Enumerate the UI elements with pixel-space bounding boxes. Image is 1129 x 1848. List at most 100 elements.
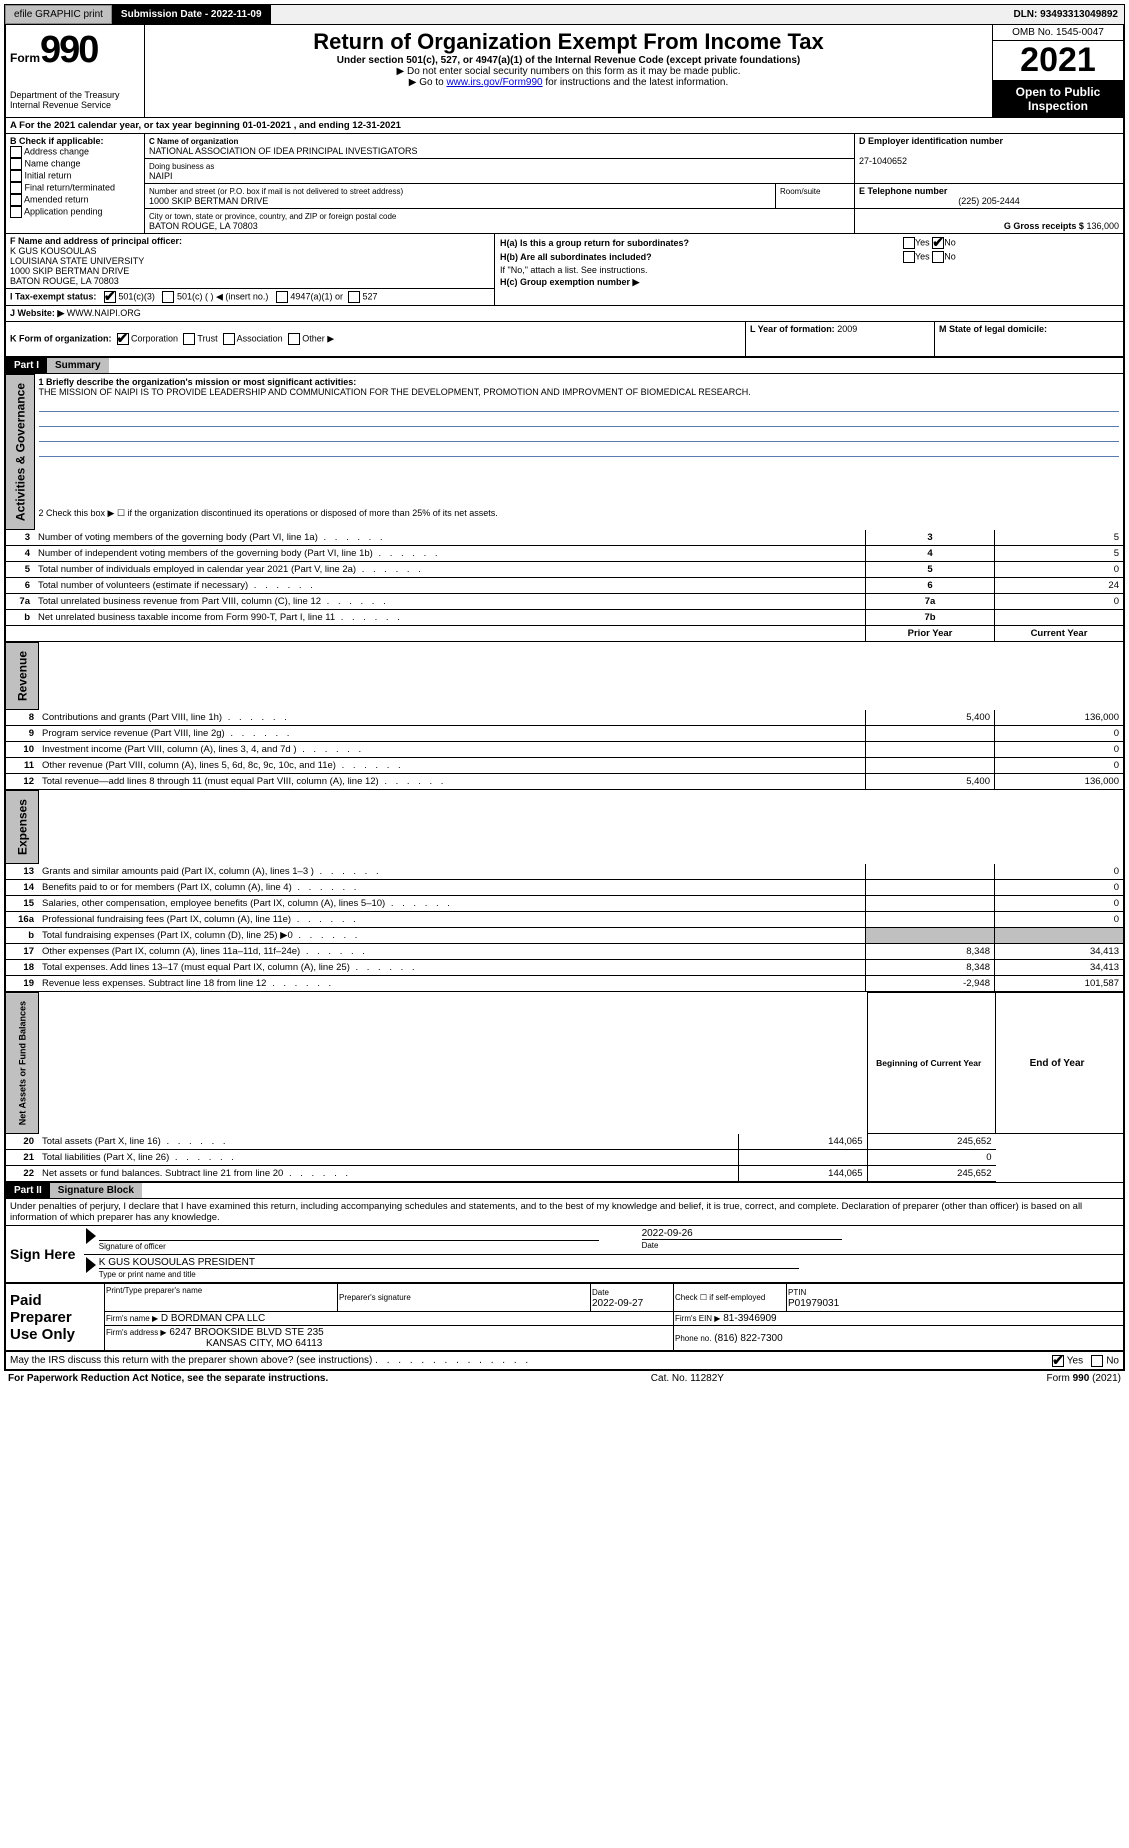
irs-link[interactable]: www.irs.gov/Form990: [446, 77, 542, 88]
end-year-header: End of Year: [996, 993, 1124, 1134]
501c-checkbox[interactable]: [162, 291, 174, 303]
current-value: 136,000: [995, 710, 1124, 726]
b-checkbox[interactable]: [10, 170, 22, 182]
officer-typed-name: K GUS KOUSOULAS PRESIDENT: [99, 1257, 799, 1268]
section-j-label: J Website: ▶: [10, 308, 64, 318]
b-checkbox[interactable]: [10, 146, 22, 158]
prior-value: [738, 1150, 867, 1166]
dba-label: Doing business as: [149, 162, 214, 171]
may-irs-label: May the IRS discuss this return with the…: [10, 1355, 372, 1366]
line-num: 5: [6, 562, 34, 578]
501c3-checkbox[interactable]: [104, 291, 116, 303]
line-text: Professional fundraising fees (Part IX, …: [38, 912, 866, 928]
b-checkbox[interactable]: [10, 194, 22, 206]
q2-label: 2 Check this box ▶ ☐ if the organization…: [34, 506, 1123, 530]
ha-yes-checkbox[interactable]: [903, 237, 915, 249]
current-value: 0: [995, 726, 1124, 742]
irs-no-checkbox[interactable]: [1091, 1355, 1103, 1367]
prior-value: [866, 726, 995, 742]
expenses-table: Expenses 13Grants and similar amounts pa…: [6, 790, 1123, 992]
part2-title: Signature Block: [50, 1183, 142, 1198]
current-value: 101,587: [995, 976, 1124, 992]
prior-value: 144,065: [738, 1134, 867, 1150]
line-text: Investment income (Part VIII, column (A)…: [38, 742, 866, 758]
page-footer: For Paperwork Reduction Act Notice, see …: [4, 1371, 1125, 1386]
line-num: 18: [6, 960, 38, 976]
section-d-label: D Employer identification number: [859, 136, 1003, 146]
city-value: BATON ROUGE, LA 70803: [149, 221, 258, 231]
line-num: 17: [6, 944, 38, 960]
side-exp: Expenses: [6, 791, 38, 864]
line-box: 5: [866, 562, 995, 578]
footer-left: For Paperwork Reduction Act Notice, see …: [8, 1373, 328, 1384]
prior-value: [866, 758, 995, 774]
current-year-header: Current Year: [995, 626, 1124, 642]
line-num: 12: [6, 774, 38, 790]
prior-value: [866, 742, 995, 758]
footer-right: Form 990 (2021): [1047, 1373, 1121, 1384]
line-text: Total expenses. Add lines 13–17 (must eq…: [38, 960, 866, 976]
527-checkbox[interactable]: [348, 291, 360, 303]
prep-date: 2022-09-27: [592, 1298, 643, 1309]
line-text: Benefits paid to or for members (Part IX…: [38, 880, 866, 896]
officer-addr2: 1000 SKIP BERTMAN DRIVE: [10, 266, 129, 276]
h-b-label: H(b) Are all subordinates included?: [500, 252, 652, 262]
line-num: 16a: [6, 912, 38, 928]
line-num: 9: [6, 726, 38, 742]
type-name-label: Type or print name and title: [99, 1270, 196, 1279]
form-prefix: Form: [10, 51, 40, 65]
netassets-table: Net Assets or Fund Balances Beginning of…: [6, 992, 1123, 1182]
line-num: 19: [6, 976, 38, 992]
ha-no-checkbox[interactable]: [932, 237, 944, 249]
assoc-checkbox[interactable]: [223, 333, 235, 345]
form-title: Return of Organization Exempt From Incom…: [149, 29, 988, 55]
irs-yes-checkbox[interactable]: [1052, 1355, 1064, 1367]
firm-addr1: 6247 BROOKSIDE BLVD STE 235: [169, 1327, 323, 1338]
phone-value: (225) 205-2444: [859, 196, 1119, 206]
current-value: 0: [995, 896, 1124, 912]
section-g-label: G Gross receipts $: [1004, 221, 1084, 231]
line-value: [995, 610, 1124, 626]
org-name: NATIONAL ASSOCIATION OF IDEA PRINCIPAL I…: [149, 146, 418, 156]
self-employed-check: Check ☐ if self-employed: [675, 1293, 765, 1302]
line-num: 13: [6, 864, 38, 880]
line-num: 6: [6, 578, 34, 594]
part1-table: Activities & Governance 1 Briefly descri…: [6, 374, 1123, 642]
hb-no-checkbox[interactable]: [932, 251, 944, 263]
line-text: Total liabilities (Part X, line 26): [38, 1150, 738, 1166]
form-header: Form990 Department of the Treasury Inter…: [6, 25, 1123, 118]
line-value: 24: [995, 578, 1124, 594]
part1-header: Part I: [6, 358, 47, 373]
sig-date-label: Date: [642, 1241, 659, 1250]
declaration-text: Under penalties of perjury, I declare th…: [6, 1199, 1123, 1225]
form-subtitle: Under section 501(c), 527, or 4947(a)(1)…: [149, 55, 988, 66]
line-box: 7b: [866, 610, 995, 626]
prior-value: 5,400: [866, 710, 995, 726]
line-num: 4: [6, 546, 34, 562]
b-checkbox[interactable]: [10, 206, 22, 218]
q1-answer: THE MISSION OF NAIPI IS TO PROVIDE LEADE…: [39, 387, 751, 397]
line-text: Number of voting members of the governin…: [34, 530, 866, 546]
line-num: 21: [6, 1150, 38, 1166]
officer-name: K GUS KOUSOULAS: [10, 246, 97, 256]
corp-checkbox[interactable]: [117, 333, 129, 345]
other-checkbox[interactable]: [288, 333, 300, 345]
firm-ein: 81-3946909: [723, 1313, 776, 1324]
line-num: 10: [6, 742, 38, 758]
line-text: Net assets or fund balances. Subtract li…: [38, 1166, 738, 1182]
line-text: Total fundraising expenses (Part IX, col…: [38, 928, 866, 944]
b-checkbox[interactable]: [10, 158, 22, 170]
website-value: WWW.NAIPI.ORG: [67, 308, 141, 318]
gross-receipts: 136,000: [1086, 221, 1119, 231]
side-net: Net Assets or Fund Balances: [6, 993, 38, 1134]
officer-addr3: BATON ROUGE, LA 70803: [10, 276, 119, 286]
street-value: 1000 SKIP BERTMAN DRIVE: [149, 196, 268, 206]
line-text: Total number of volunteers (estimate if …: [34, 578, 866, 594]
b-checkbox[interactable]: [10, 182, 22, 194]
trust-checkbox[interactable]: [183, 333, 195, 345]
4947-checkbox[interactable]: [276, 291, 288, 303]
firm-ein-label: Firm's EIN ▶: [675, 1314, 720, 1323]
part1-title: Summary: [47, 358, 109, 373]
current-value: 0: [995, 742, 1124, 758]
hb-yes-checkbox[interactable]: [903, 251, 915, 263]
